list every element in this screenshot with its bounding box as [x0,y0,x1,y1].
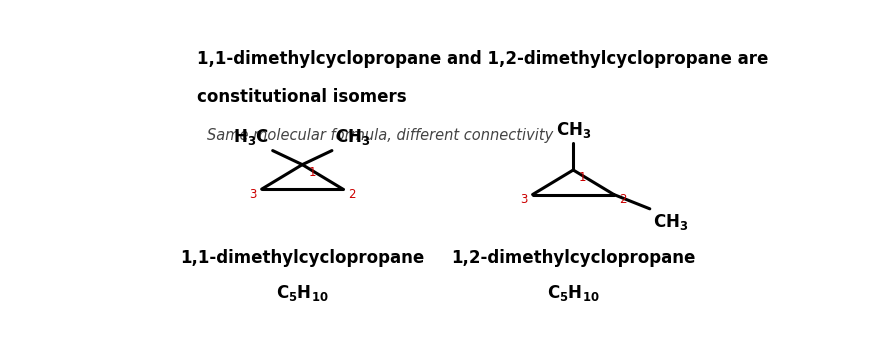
Text: 2: 2 [349,188,356,201]
Text: 1: 1 [309,166,316,179]
Text: $\mathbf{CH_3}$: $\mathbf{CH_3}$ [556,120,591,140]
Text: $\mathbf{C_5H_{10}}$: $\mathbf{C_5H_{10}}$ [547,283,600,303]
Text: 1,1-dimethylcyclopropane and 1,2-dimethylcyclopropane are: 1,1-dimethylcyclopropane and 1,2-dimethy… [198,50,768,68]
Text: Same molecular formula, different connectivity: Same molecular formula, different connec… [207,128,554,143]
Text: 3: 3 [520,193,527,206]
Text: 3: 3 [249,188,256,201]
Text: 1: 1 [579,170,586,183]
Text: constitutional isomers: constitutional isomers [198,88,407,106]
Text: $\mathbf{CH_3}$: $\mathbf{CH_3}$ [336,127,371,147]
Text: 2: 2 [620,193,627,206]
Text: $\mathbf{C_5H_{10}}$: $\mathbf{C_5H_{10}}$ [276,283,329,303]
Text: 1,1-dimethylcyclopropane: 1,1-dimethylcyclopropane [180,248,425,267]
Text: $\mathbf{H_3C}$: $\mathbf{H_3C}$ [233,127,269,147]
Text: 1,2-dimethylcyclopropane: 1,2-dimethylcyclopropane [451,248,696,267]
Text: $\mathbf{CH_3}$: $\mathbf{CH_3}$ [653,211,689,231]
